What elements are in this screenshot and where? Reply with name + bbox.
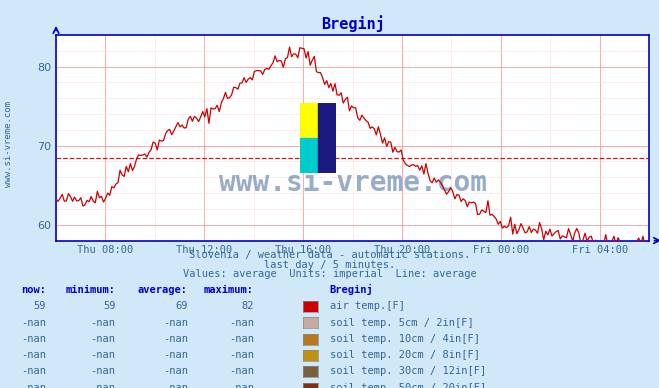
Text: -nan: -nan <box>163 366 188 376</box>
Title: Breginj: Breginj <box>321 16 384 32</box>
Text: soil temp. 5cm / 2in[F]: soil temp. 5cm / 2in[F] <box>330 317 473 327</box>
Text: 82: 82 <box>241 301 254 311</box>
Text: -nan: -nan <box>163 383 188 388</box>
Polygon shape <box>300 139 318 173</box>
Text: -nan: -nan <box>21 334 46 344</box>
Text: -nan: -nan <box>229 350 254 360</box>
Text: soil temp. 20cm / 8in[F]: soil temp. 20cm / 8in[F] <box>330 350 480 360</box>
Polygon shape <box>300 104 336 139</box>
Text: -nan: -nan <box>163 334 188 344</box>
Text: Slovenia / weather data - automatic stations.: Slovenia / weather data - automatic stat… <box>189 250 470 260</box>
Text: last day / 5 minutes.: last day / 5 minutes. <box>264 260 395 270</box>
Text: www.si-vreme.com: www.si-vreme.com <box>4 100 13 187</box>
Text: -nan: -nan <box>229 383 254 388</box>
Text: soil temp. 30cm / 12in[F]: soil temp. 30cm / 12in[F] <box>330 366 486 376</box>
Text: maximum:: maximum: <box>204 285 254 295</box>
Text: 59: 59 <box>34 301 46 311</box>
Text: -nan: -nan <box>90 366 115 376</box>
Text: -nan: -nan <box>229 334 254 344</box>
Text: minimum:: minimum: <box>65 285 115 295</box>
Text: -nan: -nan <box>21 317 46 327</box>
Text: -nan: -nan <box>163 350 188 360</box>
Polygon shape <box>318 104 336 173</box>
Text: -nan: -nan <box>90 334 115 344</box>
Polygon shape <box>300 104 318 139</box>
Text: 69: 69 <box>175 301 188 311</box>
Text: air temp.[F]: air temp.[F] <box>330 301 405 311</box>
Text: -nan: -nan <box>163 317 188 327</box>
Text: -nan: -nan <box>90 317 115 327</box>
Text: average:: average: <box>138 285 188 295</box>
Text: -nan: -nan <box>229 366 254 376</box>
Text: -nan: -nan <box>90 350 115 360</box>
Text: Values: average  Units: imperial  Line: average: Values: average Units: imperial Line: av… <box>183 269 476 279</box>
Text: -nan: -nan <box>21 350 46 360</box>
Text: 59: 59 <box>103 301 115 311</box>
Polygon shape <box>300 139 318 173</box>
Text: Breginj: Breginj <box>330 284 373 295</box>
Text: -nan: -nan <box>229 317 254 327</box>
Text: now:: now: <box>21 285 46 295</box>
Text: www.si-vreme.com: www.si-vreme.com <box>219 169 486 197</box>
Text: -nan: -nan <box>90 383 115 388</box>
Text: -nan: -nan <box>21 366 46 376</box>
Text: soil temp. 10cm / 4in[F]: soil temp. 10cm / 4in[F] <box>330 334 480 344</box>
Text: soil temp. 50cm / 20in[F]: soil temp. 50cm / 20in[F] <box>330 383 486 388</box>
Text: -nan: -nan <box>21 383 46 388</box>
